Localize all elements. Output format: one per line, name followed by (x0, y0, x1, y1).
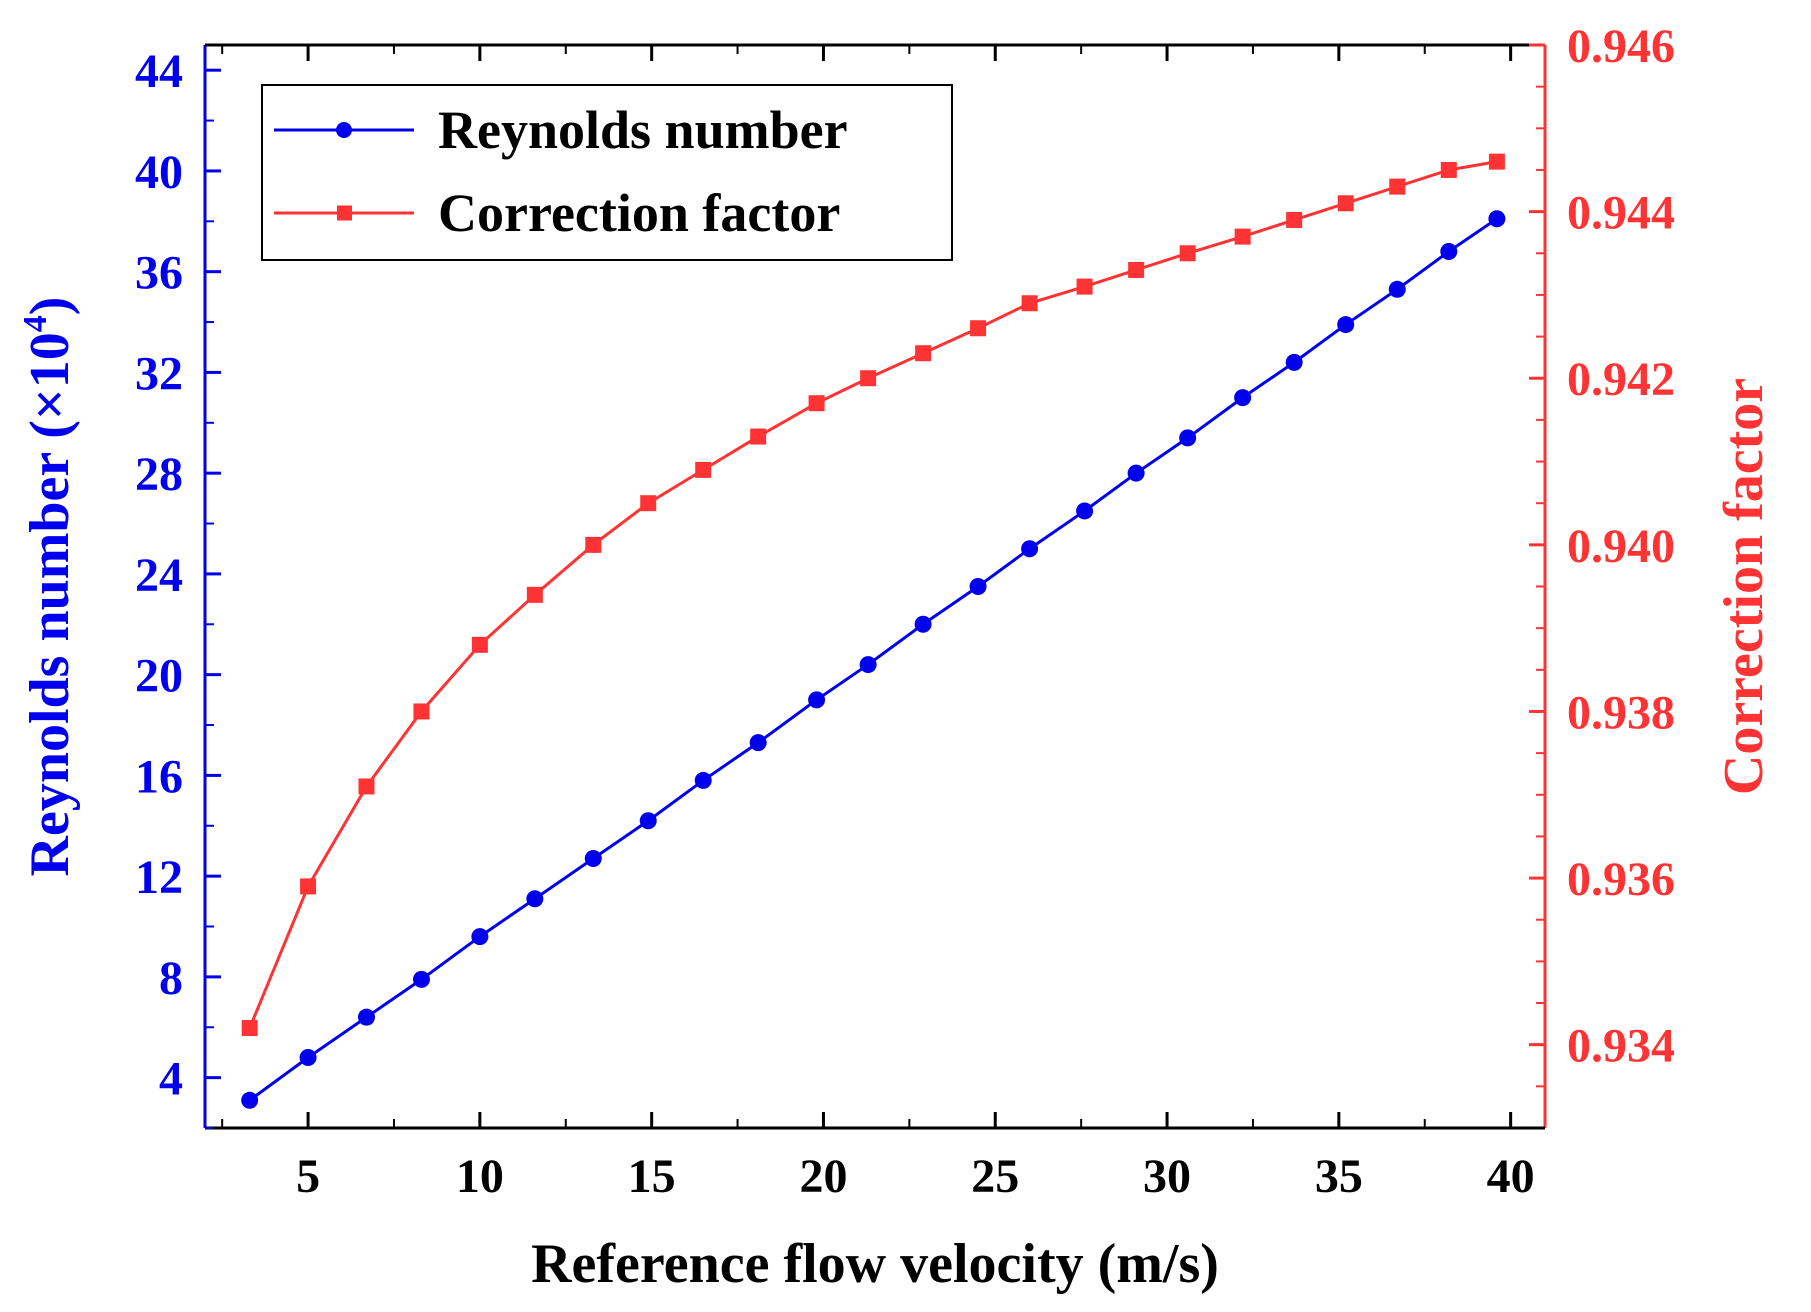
legend: Reynolds number Correction factor (261, 84, 953, 261)
data-point-reynolds (412, 970, 430, 988)
data-point-correction (640, 495, 657, 512)
x-tick-label: 35 (1315, 1150, 1363, 1203)
data-point-correction (860, 370, 877, 387)
y-tick-label: 20 (135, 650, 183, 703)
data-point-reynolds (1488, 210, 1506, 228)
data-point-correction (1286, 211, 1303, 228)
y-tick-label: 40 (135, 146, 183, 199)
data-point-reynolds (1234, 389, 1252, 407)
data-point-reynolds (694, 771, 712, 789)
data-point-reynolds (808, 691, 826, 709)
x-tick-label: 40 (1487, 1150, 1535, 1203)
data-point-correction (970, 320, 987, 337)
data-point-correction (526, 586, 543, 603)
y2-axis-title: Correction factor (1713, 378, 1775, 795)
data-point-correction (1076, 278, 1093, 295)
x-tick-label: 10 (456, 1150, 504, 1203)
data-point-correction (1389, 178, 1406, 195)
legend-box (261, 84, 953, 261)
y-tick-label: 24 (135, 549, 183, 602)
legend-label-correction: Correction factor (438, 183, 840, 243)
data-point-reynolds (1076, 502, 1094, 520)
data-point-reynolds (969, 578, 987, 595)
data-point-correction (915, 345, 932, 362)
data-point-correction (1234, 228, 1251, 245)
data-point-correction (808, 395, 825, 412)
data-point-correction (1440, 161, 1457, 178)
y-tick-label: 8 (159, 952, 183, 1005)
plot-frame (203, 43, 1547, 1130)
data-point-reynolds (526, 890, 544, 908)
y-tick-label: 4 (159, 1053, 183, 1106)
data-point-reynolds (859, 656, 877, 674)
x-tick-label: 15 (628, 1150, 676, 1203)
series-layer (241, 153, 1506, 1109)
data-point-reynolds (639, 812, 657, 830)
data-point-reynolds (299, 1048, 317, 1066)
y-tick-label: 12 (135, 851, 183, 904)
data-point-correction (1179, 245, 1196, 262)
y2-axis-ticks: 0.934 0.936 0.938 0.940 0.942 0.944 0.946 (1529, 20, 1675, 1088)
data-point-reynolds (357, 1008, 375, 1026)
y-tick-label: 28 (135, 448, 183, 501)
data-point-reynolds (1021, 540, 1039, 558)
y2-tick-label: 0.938 (1567, 686, 1675, 739)
y2-tick-label: 0.936 (1567, 853, 1675, 906)
y-axis-ticks: 4 8 12 16 20 24 28 32 36 40 44 (135, 45, 221, 1129)
y-tick-label: 44 (135, 45, 183, 98)
y-axis-title-suffix: ) (19, 297, 81, 316)
legend-label-reynolds: Reynolds number (438, 100, 848, 160)
data-point-reynolds (1285, 353, 1303, 371)
data-point-correction (750, 428, 767, 445)
data-point-correction (585, 536, 602, 553)
x-axis-title: Reference flow velocity (m/s) (531, 1233, 1219, 1295)
y2-tick-label: 0.940 (1567, 520, 1675, 573)
series-line-correction (248, 160, 1498, 1029)
data-point-reynolds (914, 615, 932, 633)
y2-tick-label: 0.944 (1567, 187, 1675, 240)
data-point-correction (1128, 261, 1145, 278)
data-point-correction (1337, 195, 1354, 212)
data-point-correction (695, 461, 712, 478)
data-point-reynolds (1179, 429, 1197, 447)
data-point-reynolds (1388, 280, 1406, 298)
data-point-correction (241, 1020, 258, 1037)
data-point-reynolds (1127, 464, 1145, 482)
x-tick-label: 30 (1143, 1150, 1191, 1203)
legend-marker-correction (337, 205, 352, 221)
y-tick-label: 16 (135, 750, 183, 803)
x-axis-ticks: 5 10 15 20 25 30 35 40 (221, 45, 1535, 1203)
x-tick-label: 25 (971, 1150, 1019, 1203)
x-tick-label: 5 (296, 1150, 320, 1203)
series-line-reynolds (248, 217, 1498, 1102)
y2-tick-label: 0.946 (1567, 20, 1675, 73)
data-point-correction (300, 878, 317, 895)
y-tick-label: 32 (135, 347, 183, 400)
legend-marker-reynolds (336, 122, 352, 138)
data-point-correction (358, 778, 375, 795)
y-axis-title-superscript: 4 (17, 315, 54, 332)
y-tick-label: 36 (135, 247, 183, 300)
data-point-reynolds (1440, 243, 1458, 261)
x-tick-label: 20 (799, 1150, 847, 1203)
y-axis-title-text: Reynolds number (×10 (19, 332, 81, 876)
y2-tick-label: 0.942 (1567, 353, 1675, 406)
data-point-correction (1021, 295, 1038, 312)
data-point-reynolds (241, 1091, 259, 1109)
data-point-reynolds (749, 734, 767, 752)
data-point-reynolds (471, 928, 489, 946)
data-point-reynolds (1337, 316, 1355, 334)
data-point-reynolds (584, 850, 602, 868)
data-point-correction (413, 703, 430, 720)
y-axis-title: Reynolds number (×104) (17, 297, 81, 877)
y2-tick-label: 0.934 (1567, 1020, 1675, 1073)
data-point-correction (471, 636, 488, 653)
data-point-correction (1488, 153, 1505, 170)
